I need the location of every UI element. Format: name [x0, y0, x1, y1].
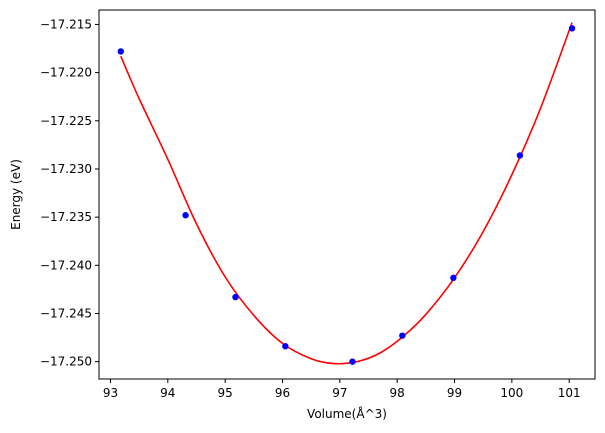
data-point — [349, 358, 356, 365]
data-point — [568, 25, 576, 32]
x-axis-ticks: 93 94 95 96 97 98 99 100 101 — [103, 379, 581, 400]
data-point — [182, 212, 189, 219]
data-point — [399, 332, 406, 339]
data-point — [450, 274, 457, 282]
x-axis-label: Volume(Å^3) — [307, 406, 387, 421]
y-axis-ticks: −17.215 −17.220 −17.225 −17.230 −17.235 −17.2… — [40, 17, 99, 369]
x-tick-label: 101 — [558, 386, 581, 400]
x-tick-label: 97 — [332, 386, 347, 400]
data-point — [232, 293, 239, 301]
x-tick-label: 100 — [500, 386, 523, 400]
y-tick-label: −17.230 — [40, 162, 92, 176]
y-tick-label: −17.220 — [40, 66, 92, 80]
y-tick-label: −17.235 — [40, 210, 92, 224]
plot-frame — [98, 9, 596, 380]
data-point — [516, 152, 524, 159]
x-tick-label: 96 — [275, 386, 290, 400]
data-point — [282, 343, 289, 350]
x-tick-label: 94 — [160, 386, 175, 400]
fit-curve — [120, 22, 573, 365]
y-axis-label: Energy (eV) — [9, 159, 23, 230]
x-tick-label: 95 — [218, 386, 233, 400]
y-tick-label: −17.225 — [40, 114, 92, 128]
y-tick-label: −17.215 — [40, 17, 92, 31]
x-tick-label: 98 — [390, 386, 405, 400]
x-tick-label: 93 — [103, 386, 118, 400]
x-tick-label: 99 — [447, 386, 462, 400]
y-tick-label: −17.245 — [40, 306, 92, 320]
y-tick-label: −17.250 — [40, 355, 92, 369]
y-tick-label: −17.240 — [40, 258, 92, 272]
data-point — [117, 48, 124, 55]
